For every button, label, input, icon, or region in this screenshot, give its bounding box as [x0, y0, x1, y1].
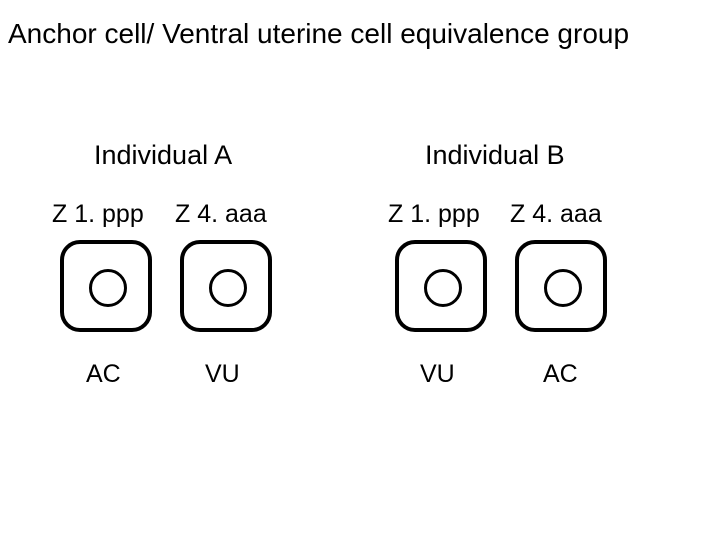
cell-top-label: Z 4. aaa	[175, 200, 267, 229]
cell-bottom-label: VU	[205, 360, 240, 389]
nucleus-shape	[424, 269, 462, 307]
cell-bottom-label: AC	[86, 360, 121, 389]
cell-bottom-label: AC	[543, 360, 578, 389]
diagram-title: Anchor cell/ Ventral uterine cell equiva…	[8, 18, 629, 50]
cell-bottom-label: VU	[420, 360, 455, 389]
cell-shape	[395, 240, 487, 332]
individual-b-label: Individual B	[425, 140, 565, 171]
nucleus-shape	[89, 269, 127, 307]
cell-top-label: Z 4. aaa	[510, 200, 602, 229]
cell-shape	[60, 240, 152, 332]
cell-top-label: Z 1. ppp	[52, 200, 144, 229]
nucleus-shape	[544, 269, 582, 307]
cell-top-label: Z 1. ppp	[388, 200, 480, 229]
cell-shape	[515, 240, 607, 332]
cell-shape	[180, 240, 272, 332]
nucleus-shape	[209, 269, 247, 307]
individual-a-label: Individual A	[94, 140, 232, 171]
